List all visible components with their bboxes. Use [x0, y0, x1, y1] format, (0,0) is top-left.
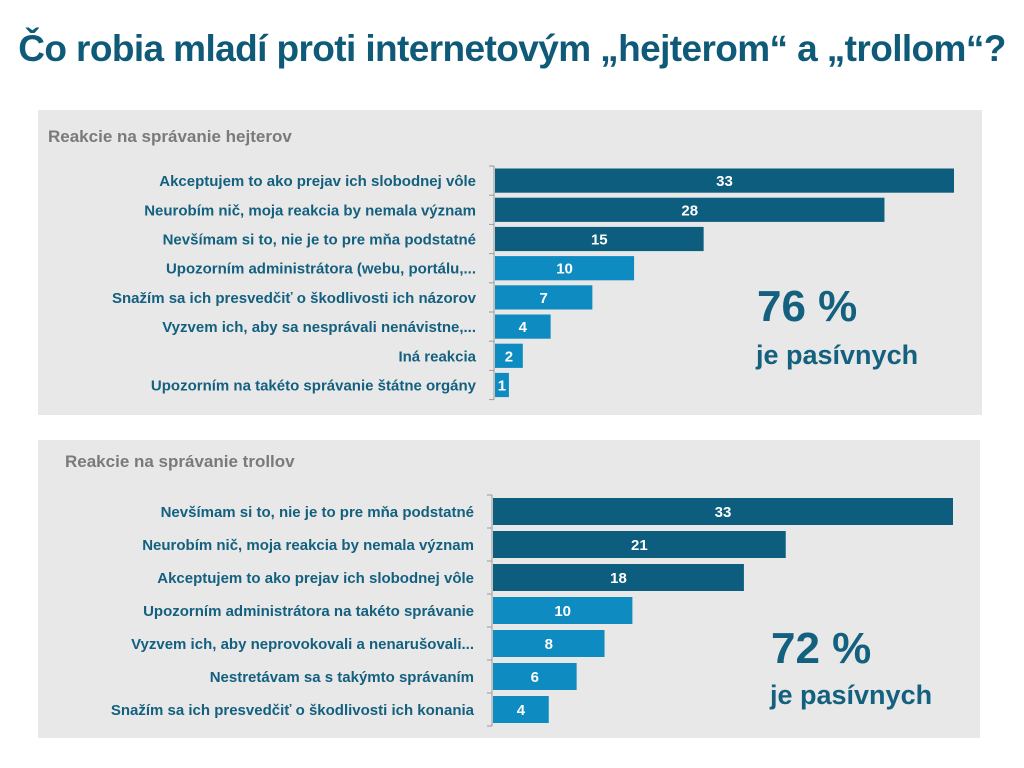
category-label: Nestretávam sa s takýmto správaním [210, 669, 474, 686]
bar [495, 372, 509, 398]
category-label: Snažím sa ich presvedčiť o škodlivosti i… [111, 702, 475, 719]
bar [495, 256, 635, 281]
bar-value-label: 33 [716, 173, 733, 190]
bar [495, 314, 551, 339]
trolls-chart-panel: Reakcie na správanie trollov 33 Nevšímam … [38, 440, 980, 738]
category-label: Neurobím nič, moja reakcia by nemala výz… [142, 537, 474, 554]
bar-value-label: 15 [591, 232, 608, 249]
page-title: Čo robia mladí proti internetovým „hejte… [18, 28, 1006, 69]
category-label: Snažím sa ich presvedčiť o škodlivosti i… [112, 290, 477, 307]
bar-value-label: 33 [715, 504, 732, 521]
bar-value-label: 2 [505, 348, 513, 365]
trolls-bar-chart: 33 Nevšímam si to, nie je to pre mňa pods… [111, 494, 953, 727]
bar-value-label: 6 [531, 669, 539, 686]
trolls-chart-title: Reakcie na správanie trollov [65, 452, 295, 471]
bar-value-label: 7 [540, 290, 548, 307]
hejteri-bar-chart: 33 Akceptujem to ako prejav ich slobodnej… [112, 165, 954, 401]
category-label: Nevšímam si to, nie je to pre mňa podsta… [161, 504, 474, 521]
category-label: Iná reakcia [398, 348, 476, 365]
bar [493, 531, 786, 558]
bar [493, 564, 744, 591]
bar-value-label: 10 [556, 261, 573, 278]
category-label: Upozorním na takéto správanie štátne org… [151, 378, 477, 395]
category-label: Akceptujem to ako prejav ich slobodnej v… [159, 173, 476, 190]
bar-value-label: 4 [519, 319, 528, 336]
bar [495, 168, 954, 193]
bar-value-label: 18 [610, 570, 627, 587]
hejteri-passive-label: je pasívnych [756, 340, 919, 370]
bar [493, 498, 953, 525]
bar-value-label: 10 [554, 603, 571, 620]
bar-value-label: 21 [631, 537, 648, 554]
bar-value-label: 28 [681, 202, 698, 219]
bar [493, 696, 549, 723]
bar [495, 285, 593, 310]
bar-value-label: 4 [517, 702, 526, 719]
trolls-passive-percent: 72 % [771, 624, 872, 673]
category-label: Upozorním administrátora (webu, portálu,… [166, 261, 476, 278]
hejteri-passive-percent: 76 % [757, 282, 858, 331]
bar-value-label: 8 [545, 636, 553, 653]
category-label: Akceptujem to ako prejav ich slobodnej v… [157, 570, 474, 587]
category-label: Vyzvem ich, aby sa nesprávali nenávistne… [162, 319, 476, 336]
category-label: Nevšímam si to, nie je to pre mňa podsta… [163, 232, 476, 249]
bar [495, 343, 523, 368]
trolls-passive-label: je pasívnych [770, 680, 933, 710]
bar [495, 226, 704, 252]
hejteri-chart-panel: Reakcie na správanie hejterov 33 Akceptuj… [38, 110, 982, 415]
hejteri-chart-title: Reakcie na správanie hejterov [48, 127, 292, 146]
bar [493, 630, 605, 657]
category-label: Vyzvem ich, aby neprovokovali a nenarušo… [131, 636, 474, 653]
category-label: Neurobím nič, moja reakcia by nemala výz… [144, 202, 476, 219]
bar [493, 663, 577, 690]
bar [495, 197, 885, 222]
bar-value-label: 1 [498, 378, 506, 395]
bar [493, 597, 633, 624]
category-label: Upozorním administrátora na takéto správ… [143, 603, 474, 620]
